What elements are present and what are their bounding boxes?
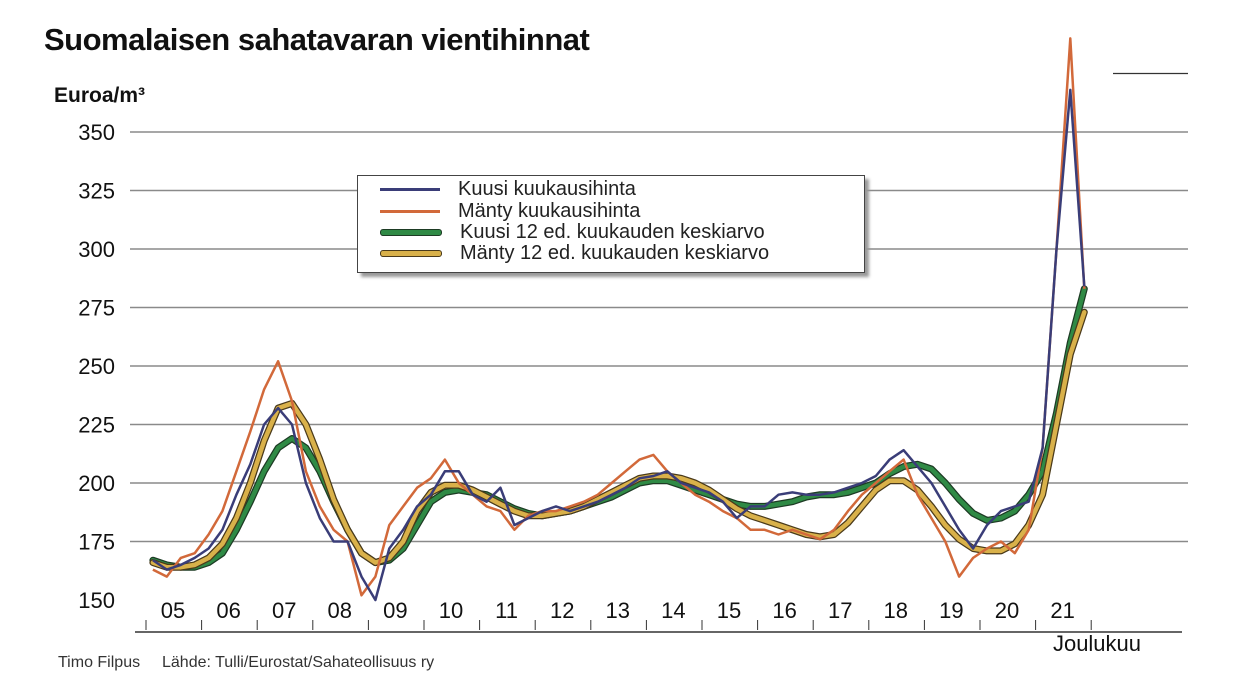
x-end-label: Joulukuu [1053, 631, 1141, 656]
y-tick-label: 175 [78, 530, 115, 555]
x-tick-label: 13 [606, 598, 630, 623]
y-tick-label: 225 [78, 413, 115, 438]
y-tick-label: 150 [78, 588, 115, 613]
y-axis-label: Euroa/m³ [54, 84, 146, 107]
legend-swatch [380, 249, 442, 257]
x-tick-label: 08 [328, 598, 352, 623]
x-tick-label: 06 [216, 598, 240, 623]
legend-swatch [380, 187, 440, 191]
legend-swatch [380, 228, 442, 236]
legend-label: Kuusi 12 ed. kuukauden keskiarvo [460, 220, 765, 243]
legend-label: Mänty 12 ed. kuukauden keskiarvo [460, 241, 770, 264]
series-line-manty-avg [150, 309, 1087, 570]
x-tick-label: 11 [495, 598, 518, 623]
x-tick-label: 17 [828, 598, 852, 623]
source-note: Lähde: Tulli/Eurostat/Sahateollisuus ry [162, 654, 435, 671]
legend-label: Mänty kuukausihinta [458, 199, 641, 222]
legend-item-manty-avg: Mänty 12 ed. kuukauden keskiarvo [380, 242, 769, 264]
legend-item-kuusi-avg: Kuusi 12 ed. kuukauden keskiarvo [380, 221, 765, 243]
y-tick-label: 300 [78, 237, 115, 262]
x-tick-label: 18 [884, 598, 908, 623]
x-tick-label: 15 [717, 598, 741, 623]
x-tick-label: 14 [661, 598, 685, 623]
x-tick-label: 20 [995, 598, 1019, 623]
x-tick-label: 05 [161, 598, 185, 623]
series-line-manty [152, 37, 1086, 597]
series-line-kuusi-avg [150, 286, 1087, 570]
y-tick-label: 250 [78, 354, 115, 379]
x-tick-label: 16 [772, 598, 796, 623]
series-line-kuusi [152, 88, 1086, 602]
x-tick-label: 10 [439, 598, 463, 623]
y-tick-label: 350 [78, 120, 115, 145]
x-tick-label: 12 [550, 598, 574, 623]
legend-label: Kuusi kuukausihinta [458, 177, 636, 200]
x-tick-label: 19 [939, 598, 963, 623]
x-tick-label: 21 [1050, 598, 1074, 623]
y-tick-label: 325 [78, 179, 115, 204]
author-credit: Timo Filpus [58, 654, 141, 671]
x-tick-label: 07 [272, 598, 296, 623]
y-tick-label: 275 [78, 296, 115, 321]
x-tick-label: 09 [383, 598, 407, 623]
y-tick-label: 200 [78, 471, 115, 496]
legend: Kuusi kuukausihinta Mänty kuukausihinta … [357, 175, 865, 273]
legend-item-kuusi: Kuusi kuukausihinta [380, 178, 636, 200]
chart-title: Suomalaisen sahatavaran vientihinnat [44, 22, 590, 57]
legend-item-manty: Mänty kuukausihinta [380, 200, 640, 222]
legend-swatch [380, 209, 440, 213]
